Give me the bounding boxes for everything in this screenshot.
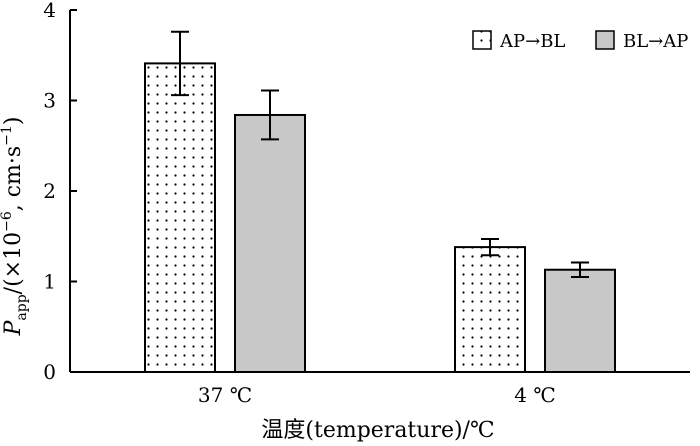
- y-tick-label-0: 0: [43, 360, 56, 384]
- legend: AP→BL BL→AP: [472, 30, 688, 52]
- y-title-end: ): [1, 117, 26, 126]
- y-tick-label-1: 1: [43, 270, 56, 294]
- x-axis-title: 温度(temperature)/℃: [261, 418, 494, 443]
- x-tick-label-1: 4 ℃: [514, 383, 555, 407]
- y-axis-title: Papp/(×10−6, cm·s−1): [0, 117, 30, 337]
- svg-text:Papp/(×10−6, cm·s−1): Papp/(×10−6, cm·s−1): [0, 117, 30, 337]
- y-title-mid: , cm·s: [1, 146, 26, 211]
- y-title-main: P: [1, 319, 26, 336]
- legend-swatch-0: [472, 30, 492, 50]
- legend-label-1: BL→AP: [623, 31, 688, 52]
- bar-series1-cat0: [234, 113, 306, 373]
- bar-series1-cat1: [544, 268, 616, 373]
- y-title-exp2: −1: [0, 125, 15, 146]
- bar-series0-cat0: [144, 62, 216, 374]
- legend-label-0: AP→BL: [499, 31, 565, 52]
- bars: [144, 62, 616, 374]
- error-bars: [171, 30, 589, 278]
- y-title-rest: /(×10: [1, 232, 26, 294]
- y-title-sub: app: [14, 294, 30, 320]
- legend-swatch-1: [595, 30, 615, 50]
- y-tick-label-3: 3: [43, 89, 56, 113]
- y-tick-label-2: 2: [43, 179, 56, 203]
- y-tick-label-4: 4: [43, 0, 56, 22]
- y-title-exp1: −6: [0, 211, 15, 232]
- x-tick-label-0: 37 ℃: [198, 383, 252, 407]
- bar-series0-cat1: [454, 246, 526, 373]
